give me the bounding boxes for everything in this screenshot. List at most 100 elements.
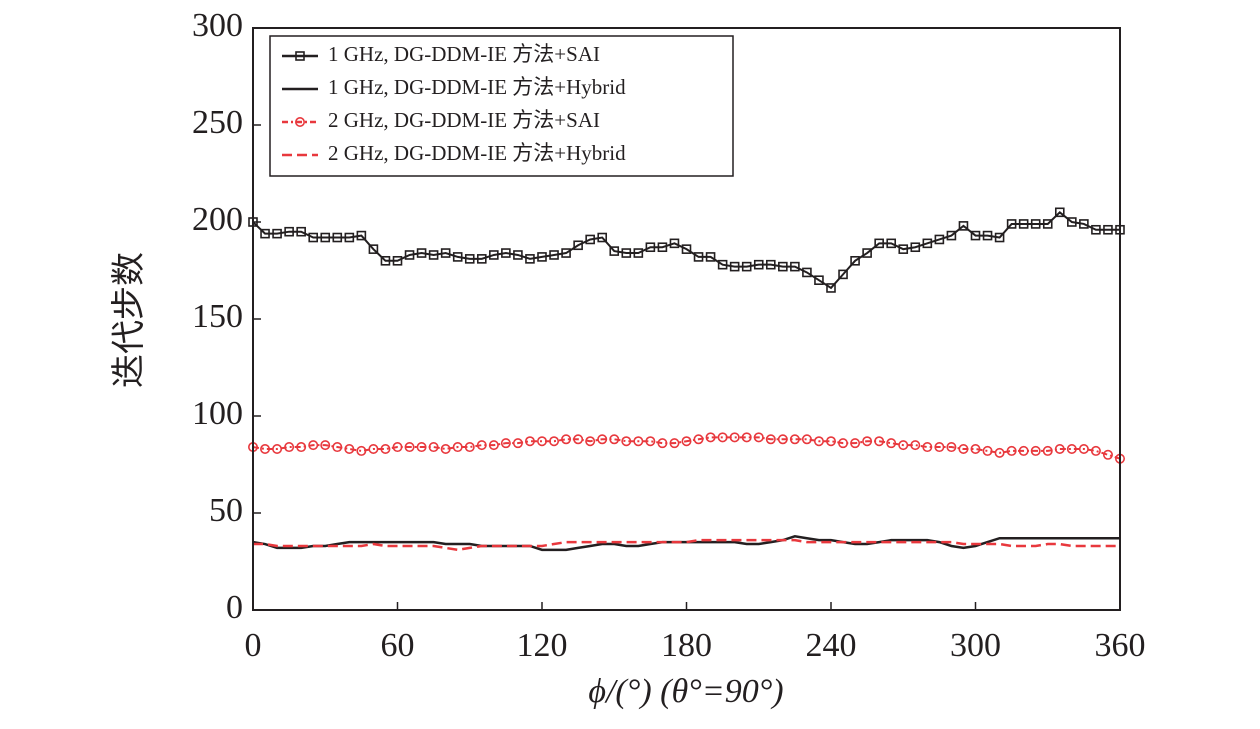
marker — [970, 443, 981, 454]
marker — [801, 434, 812, 445]
marker — [633, 436, 644, 447]
marker — [356, 445, 367, 456]
marker — [1018, 445, 1029, 456]
series-line — [252, 436, 1121, 460]
marker — [850, 438, 861, 449]
marker — [633, 248, 644, 258]
marker — [296, 442, 307, 453]
marker — [657, 438, 668, 449]
marker — [765, 259, 776, 270]
marker — [838, 438, 849, 449]
y-tick-label: 50 — [209, 492, 243, 529]
marker — [669, 438, 680, 449]
marker — [1018, 219, 1029, 229]
marker — [260, 228, 270, 239]
marker — [476, 254, 487, 264]
y-axis-label: 迭代步数 — [110, 252, 148, 388]
marker — [597, 232, 608, 243]
marker — [982, 230, 993, 241]
legend-label: 1 GHz, DG-DDM-IE 方法+Hybrid — [328, 75, 626, 99]
legend-label: 1 GHz, DG-DDM-IE 方法+SAI — [328, 42, 600, 66]
marker — [476, 440, 487, 451]
marker — [958, 443, 969, 454]
series-line — [252, 534, 1120, 552]
marker — [645, 242, 656, 253]
marker — [488, 440, 499, 451]
marker — [946, 230, 957, 241]
x-tick-label: 0 — [245, 627, 262, 664]
marker — [380, 443, 391, 454]
marker — [1090, 445, 1101, 456]
marker — [681, 244, 692, 254]
marker — [753, 259, 764, 270]
legend-box — [269, 35, 734, 177]
marker — [874, 238, 884, 249]
marker — [294, 117, 305, 128]
marker — [717, 432, 728, 443]
marker — [934, 442, 945, 453]
y-tick-label: 100 — [192, 395, 243, 432]
marker — [501, 248, 511, 258]
marker — [1042, 445, 1053, 456]
marker — [825, 436, 836, 447]
marker — [416, 442, 427, 453]
marker — [428, 250, 439, 260]
marker — [657, 242, 668, 253]
marker — [452, 252, 463, 262]
marker — [1006, 219, 1017, 229]
marker — [753, 432, 764, 443]
marker — [573, 240, 583, 251]
marker — [464, 442, 475, 453]
marker — [440, 248, 451, 258]
x-tick-label: 240 — [806, 627, 857, 664]
marker — [1103, 224, 1113, 235]
marker — [1030, 445, 1041, 456]
marker — [489, 250, 499, 260]
marker — [838, 269, 848, 280]
marker — [934, 234, 945, 245]
marker — [693, 252, 704, 262]
marker — [898, 244, 909, 254]
marker — [862, 248, 872, 258]
marker — [368, 244, 379, 254]
marker — [308, 440, 319, 451]
marker — [946, 442, 957, 453]
marker — [910, 242, 921, 253]
marker — [513, 250, 523, 260]
y-tick-label: 150 — [192, 298, 243, 335]
marker — [1030, 219, 1041, 229]
marker — [561, 248, 571, 258]
marker — [1066, 443, 1077, 454]
x-tick-label: 120 — [517, 627, 568, 664]
marker — [549, 436, 560, 447]
marker — [1091, 224, 1101, 235]
marker — [320, 440, 331, 451]
marker — [729, 261, 740, 272]
marker — [344, 232, 355, 243]
marker — [404, 250, 415, 260]
marker — [1054, 207, 1065, 218]
marker — [296, 226, 306, 237]
marker — [609, 434, 620, 445]
marker — [898, 440, 909, 451]
marker — [1006, 445, 1017, 456]
y-tick-label: 0 — [226, 589, 243, 626]
y-tick-label: 300 — [192, 7, 243, 44]
x-tick-label: 300 — [950, 627, 1001, 664]
legend-label: 2 GHz, DG-DDM-IE 方法+Hybrid — [328, 141, 626, 165]
marker — [886, 238, 897, 249]
plot-frame — [252, 27, 1121, 611]
marker — [464, 254, 475, 264]
marker — [295, 51, 305, 61]
marker — [404, 442, 415, 453]
marker — [717, 259, 728, 270]
marker — [609, 246, 620, 256]
legend: 1 GHz, DG-DDM-IE 方法+SAI 1 GHz, DG-DDM-IE … — [269, 35, 734, 177]
marker — [536, 436, 547, 447]
marker — [1079, 219, 1089, 229]
marker — [416, 248, 427, 258]
marker — [741, 432, 752, 443]
marker — [705, 432, 716, 443]
marker — [826, 283, 836, 293]
marker — [308, 232, 319, 243]
